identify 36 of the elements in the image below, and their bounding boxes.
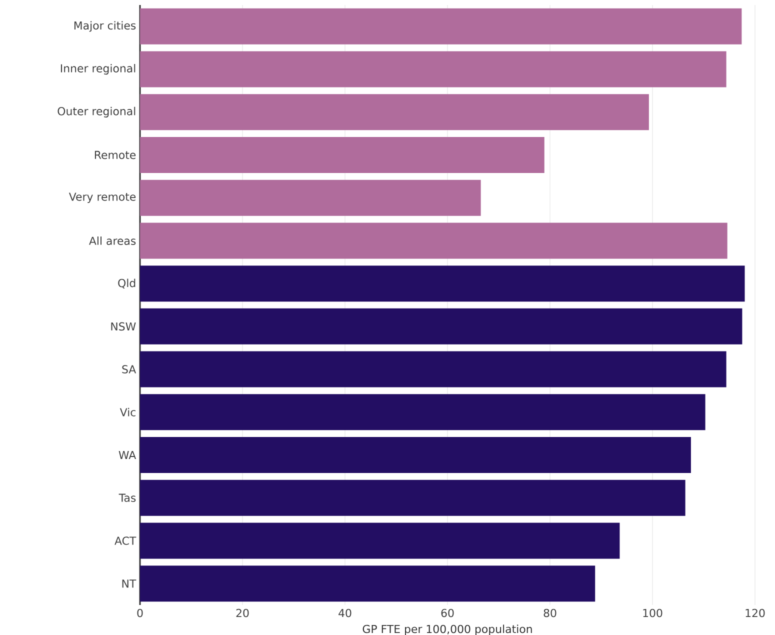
x-axis-title: GP FTE per 100,000 population <box>362 624 532 635</box>
bar <box>140 566 596 602</box>
bar <box>140 394 706 430</box>
y-tick-label: NT <box>122 580 136 588</box>
x-tick-label: 120 <box>746 608 765 618</box>
x-tick-label: 0 <box>137 608 143 618</box>
y-tick-label: Inner regional <box>60 64 136 75</box>
bar <box>140 137 544 174</box>
y-tick-label: SA <box>122 365 136 374</box>
y-tick-label: WA <box>118 451 136 459</box>
bar <box>140 51 726 88</box>
bar <box>140 437 691 474</box>
y-tick-label: Remote <box>94 150 136 160</box>
y-tick-label: Vic <box>120 408 136 416</box>
bar <box>140 522 620 559</box>
bar <box>140 480 686 516</box>
y-tick-label: Outer regional <box>58 106 136 118</box>
x-tick-label: 20 <box>236 608 249 618</box>
y-tick-label: NSW <box>111 322 136 331</box>
x-tick-label: 80 <box>544 608 556 618</box>
x-tick-label: 100 <box>643 608 662 618</box>
y-tick-label: Major cities <box>74 21 136 32</box>
y-tick-label: Tas <box>118 494 136 502</box>
bar <box>140 222 728 259</box>
bar <box>140 8 742 44</box>
bar <box>140 308 742 344</box>
bar <box>140 180 481 216</box>
bar <box>140 94 649 130</box>
bar <box>140 266 745 302</box>
x-tick-label: 60 <box>441 608 454 618</box>
x-tick-label: 40 <box>338 608 352 618</box>
y-tick-label: Qld <box>118 278 136 288</box>
y-tick-label: All areas <box>89 236 136 245</box>
bar <box>140 351 726 388</box>
y-tick-label: ACT <box>114 536 136 545</box>
y-tick-label: Very remote <box>68 192 136 203</box>
